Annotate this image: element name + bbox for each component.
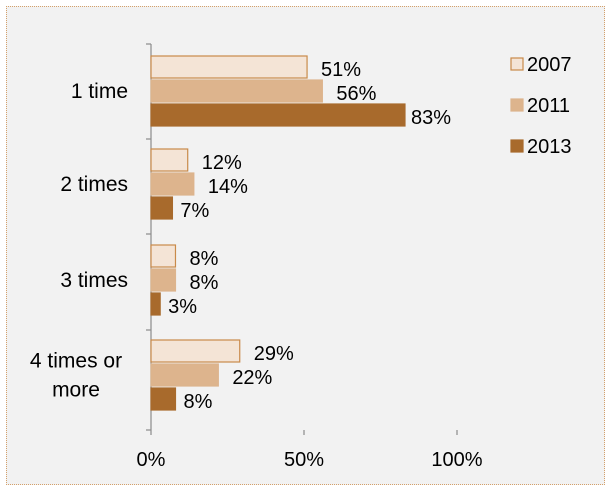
bar-2011-1 [150, 172, 195, 196]
data-label: 7% [180, 200, 209, 222]
data-label: 51% [321, 59, 361, 81]
data-label: 8% [183, 391, 212, 413]
data-label: 8% [189, 248, 218, 270]
data-label: 3% [168, 296, 197, 318]
bar-2007-3 [150, 339, 241, 363]
bar-2013-3 [150, 387, 177, 411]
chart-labels: 1 time 2 times 3 times 4 times or more 51% 12%… [30, 59, 451, 413]
data-label: 22% [232, 367, 272, 389]
data-label: 12% [202, 152, 242, 174]
data-label: 56% [336, 83, 376, 105]
bar-2013-2 [150, 292, 161, 316]
chart-legend: 2007 2011 2013 [510, 54, 572, 158]
legend-label: 2011 [527, 95, 570, 117]
data-label: 83% [411, 107, 451, 129]
x-tick-label: 0% [137, 449, 166, 471]
legend-label: 2007 [527, 54, 572, 76]
legend-swatch-2013 [510, 139, 524, 153]
legend-swatch-2011 [510, 98, 524, 112]
legend-label: 2013 [527, 136, 572, 158]
bar-2007-2 [150, 244, 177, 268]
x-tick-label: 50% [284, 449, 324, 471]
bar-2013-1 [150, 196, 174, 220]
bar-2011-2 [150, 268, 177, 292]
legend-swatch-2007 [510, 57, 524, 71]
chart-bars [150, 55, 406, 411]
category-label: 3 times [60, 269, 128, 292]
data-label: 29% [254, 343, 294, 365]
bar-2011-0 [150, 79, 323, 103]
bar-2013-0 [150, 103, 406, 127]
category-label: 1 time [71, 80, 128, 103]
data-label: 14% [208, 176, 248, 198]
category-label: 2 times [60, 173, 128, 196]
category-label: 4 times or more [30, 350, 122, 402]
x-tick-label: 100% [431, 449, 482, 471]
data-label: 8% [189, 272, 218, 294]
bar-2007-0 [150, 55, 308, 79]
bar-2007-1 [150, 148, 189, 172]
bar-2011-3 [150, 363, 219, 387]
